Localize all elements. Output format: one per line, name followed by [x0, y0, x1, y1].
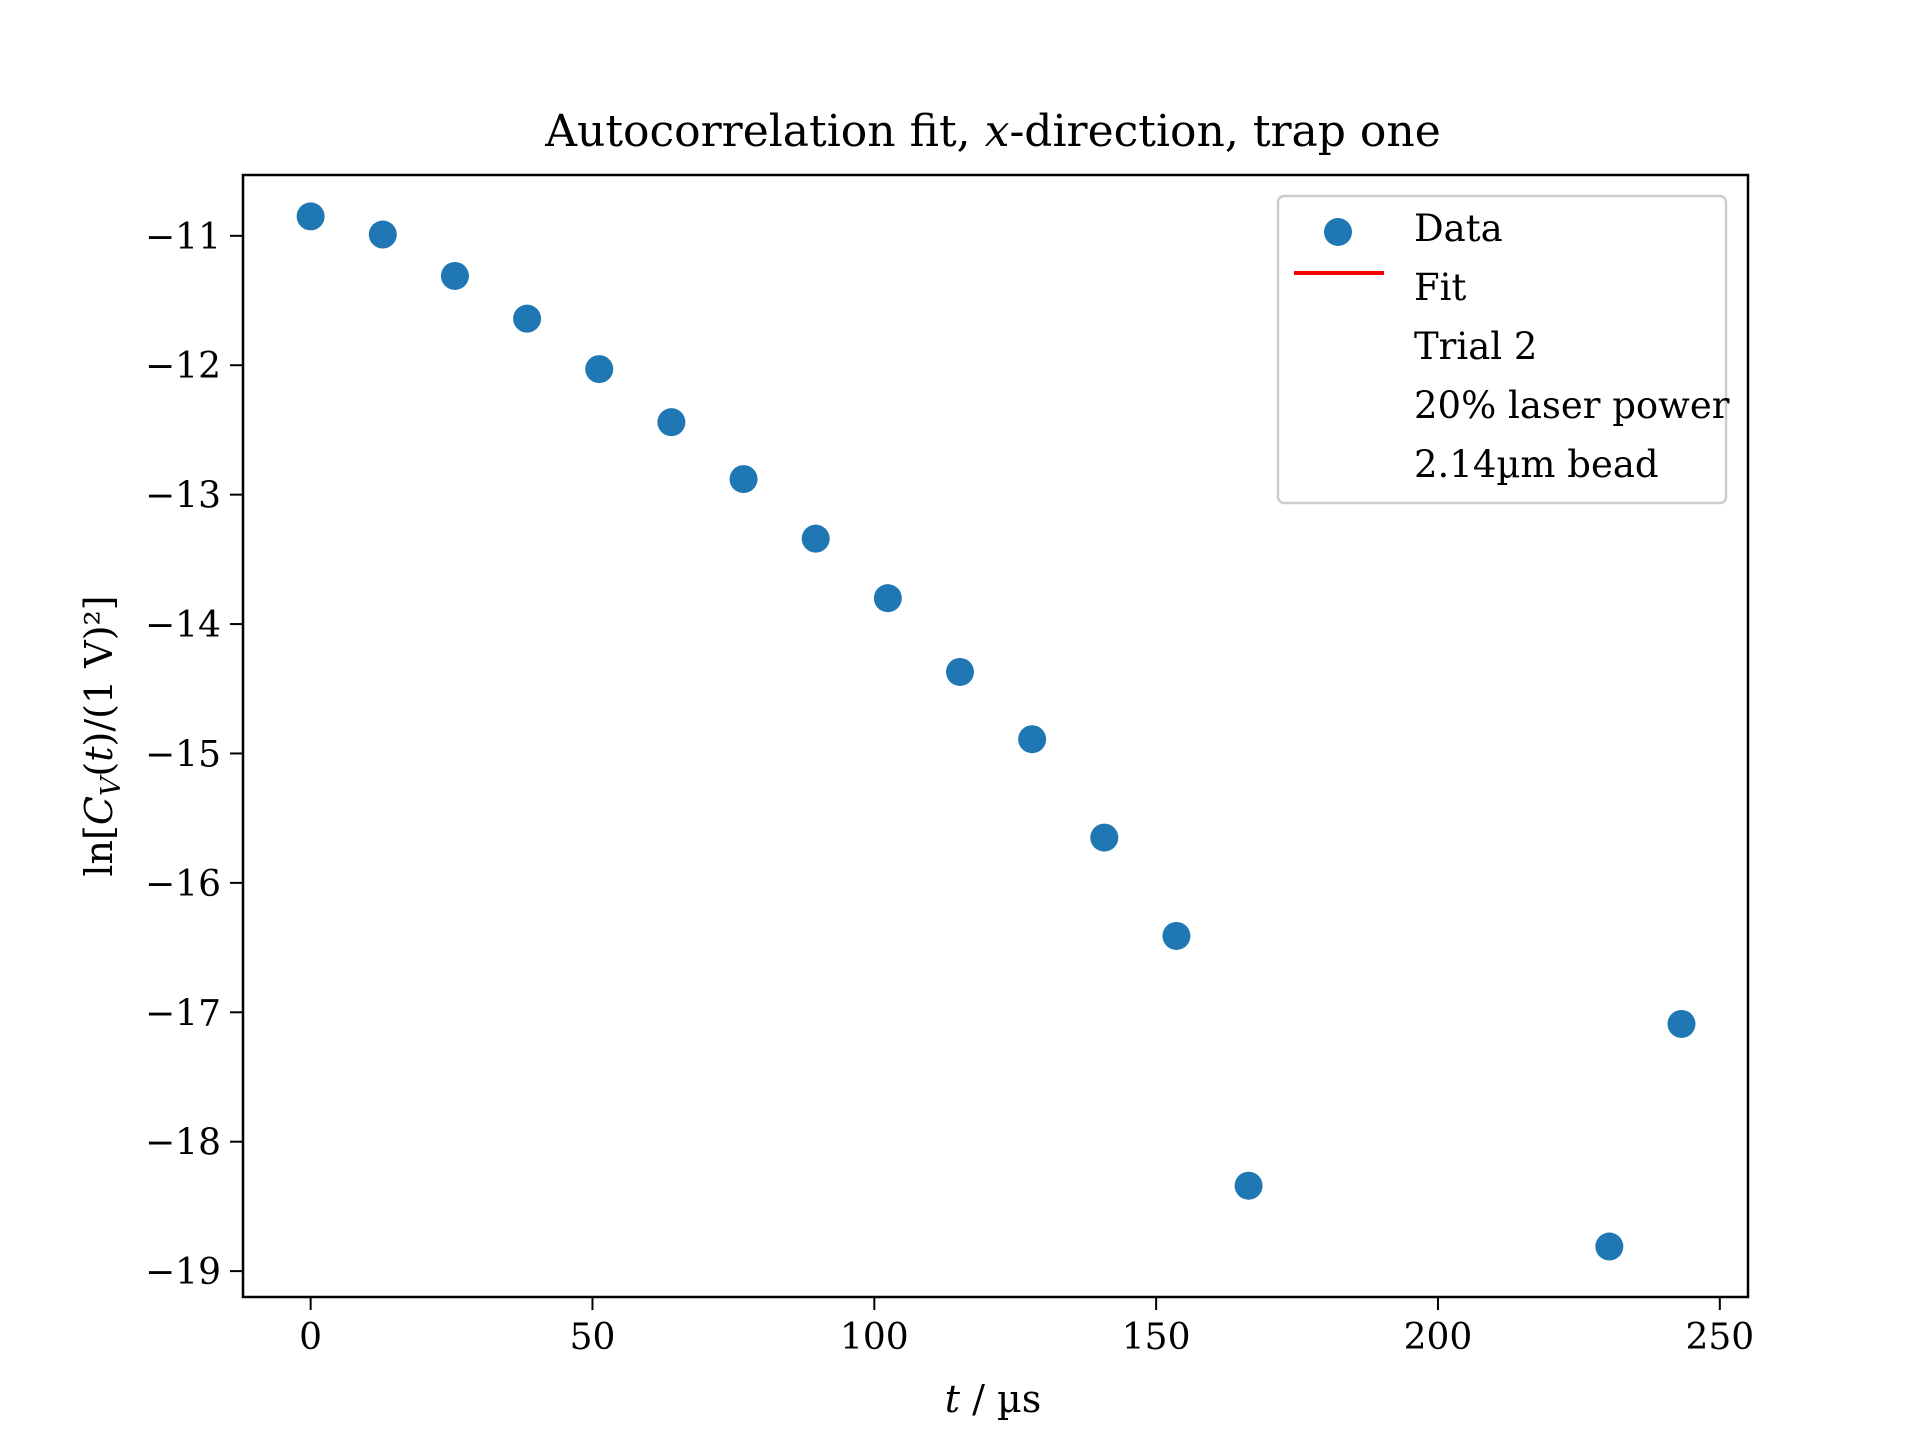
chart-title: Autocorrelation fit, x-direction, trap o… [544, 106, 1441, 157]
x-tick-label: 100 [840, 1317, 909, 1358]
legend-label: Data [1414, 207, 1503, 250]
legend-box [1276, 194, 1728, 505]
y-tick-label: −12 [145, 346, 221, 387]
x-axis-ticks: 0 50 100 150 200 250 [299, 1297, 1754, 1358]
data-point [657, 408, 686, 437]
data-point [585, 355, 614, 384]
y-tick-label: −15 [145, 734, 221, 775]
y-axis-label: ln[CV(t)/(1 V)²] [77, 595, 127, 876]
data-point [1018, 725, 1047, 754]
y-tick-label: −17 [145, 993, 221, 1034]
data-point [1162, 921, 1191, 950]
legend-note: Trial 2 [1414, 325, 1537, 368]
x-tick-label: 50 [570, 1317, 616, 1358]
legend-marker-data [1324, 218, 1352, 246]
legend-note: 2.14µm bead [1414, 443, 1659, 486]
y-tick-label: −19 [145, 1252, 221, 1293]
plot-frame [241, 173, 1750, 1299]
y-tick-label: −11 [145, 217, 221, 258]
data-point [1667, 1009, 1696, 1038]
y-tick-label: −16 [145, 864, 221, 905]
y-tick-label: −18 [145, 1123, 221, 1164]
y-tick-label: −13 [145, 476, 221, 517]
data-point [1234, 1171, 1263, 1200]
x-tick-label: 150 [1122, 1317, 1191, 1358]
data-point [873, 584, 902, 613]
data-point [440, 261, 469, 290]
legend-note: 20% laser power [1414, 384, 1730, 427]
data-marks [296, 202, 1696, 1261]
x-tick-label: 0 [299, 1317, 322, 1358]
data-point [729, 465, 758, 494]
x-tick-label: 250 [1685, 1317, 1754, 1358]
y-axis-ticks: −11 −12 −13 −14 −15 −16 −17 −18 −19 [145, 217, 243, 1293]
x-tick-label: 200 [1404, 1317, 1473, 1358]
legend-entries: Data Fit Trial 2 20% laser power 2.14µm bead [1294, 207, 1730, 486]
legend-label: Fit [1414, 266, 1467, 309]
data-point [1090, 823, 1119, 852]
y-tick-label: −14 [145, 605, 221, 646]
data-point [801, 524, 830, 553]
data-point [513, 304, 542, 333]
data-point [945, 657, 974, 686]
x-axis-label: t / µs [945, 1377, 1041, 1421]
data-point [1595, 1232, 1624, 1261]
data-point [368, 220, 397, 249]
data-point [296, 202, 325, 231]
legend: Data Fit Trial 2 20% laser power 2.14µm bead [1276, 194, 1730, 505]
